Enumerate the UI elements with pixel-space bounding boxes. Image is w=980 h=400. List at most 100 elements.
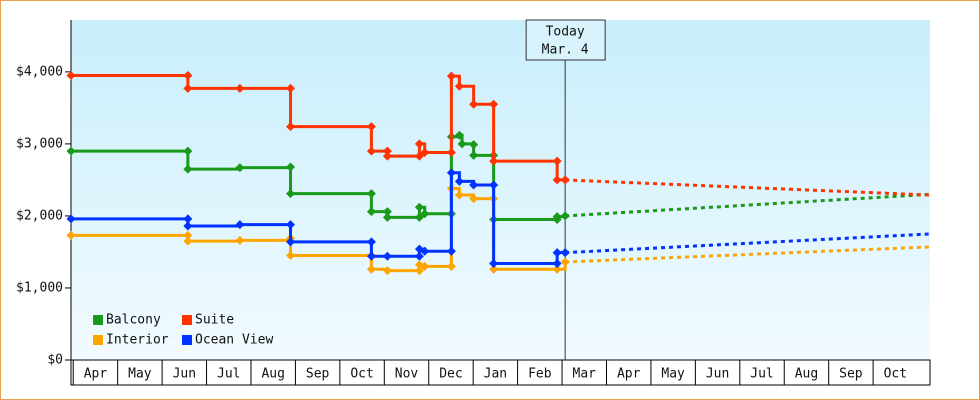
x-tick-label: Aug [261, 367, 284, 382]
point [420, 209, 430, 219]
forecast-line [565, 192, 931, 218]
point [66, 230, 76, 240]
point [446, 148, 456, 158]
x-axis-band [70, 359, 931, 386]
point [552, 175, 562, 185]
legend-swatch [93, 315, 103, 325]
point [382, 251, 392, 261]
point [66, 146, 76, 156]
point [454, 190, 464, 200]
x-tick-label: Apr [617, 367, 641, 382]
point [183, 146, 193, 156]
point [286, 189, 296, 199]
point [414, 202, 424, 212]
point [66, 70, 76, 80]
point [366, 207, 376, 217]
point [382, 146, 392, 156]
x-tick-label: Sep [839, 367, 863, 382]
point [420, 261, 430, 271]
point [366, 146, 376, 156]
plot-area [71, 20, 930, 360]
point [560, 248, 570, 258]
point [286, 237, 296, 247]
point [446, 246, 456, 256]
point [286, 83, 296, 93]
today-label: Today [546, 25, 585, 40]
y-tick-label: $4,000 [16, 64, 63, 79]
point [469, 99, 479, 109]
x-tick-label: Feb [528, 367, 552, 382]
point [235, 235, 245, 245]
legend-label: Balcony [106, 313, 161, 328]
point [457, 139, 467, 149]
x-tick-label: Dec [439, 367, 462, 382]
point [446, 71, 456, 81]
point [446, 261, 456, 271]
x-tick-label: May [128, 367, 152, 382]
point [286, 251, 296, 261]
point [183, 83, 193, 93]
point [560, 257, 570, 267]
x-tick-label: Jun [706, 367, 729, 382]
point [560, 175, 570, 185]
point [235, 220, 245, 230]
legend-label: Suite [195, 313, 234, 328]
forecast-line [565, 232, 931, 255]
point [382, 151, 392, 161]
x-tick-label: Jul [217, 367, 240, 382]
point [489, 156, 499, 166]
point [552, 258, 562, 268]
point [366, 237, 376, 247]
forecast-line [565, 178, 931, 197]
point [552, 264, 562, 274]
x-tick-label: Oct [884, 367, 907, 382]
point [66, 214, 76, 224]
point [183, 214, 193, 224]
x-tick-label: Oct [350, 367, 373, 382]
point [420, 246, 430, 256]
point [560, 211, 570, 221]
x-tick-label: Jan [484, 367, 507, 382]
y-tick-label: $3,000 [16, 136, 63, 151]
legend-swatch [182, 335, 192, 345]
point [446, 168, 456, 178]
legend-label: Interior [106, 333, 169, 348]
point [183, 236, 193, 246]
point [235, 163, 245, 173]
forecast-line [565, 245, 931, 264]
x-tick-label: Nov [395, 367, 419, 382]
point [414, 266, 424, 276]
point [552, 248, 562, 258]
point [382, 207, 392, 217]
point [382, 266, 392, 276]
legend-swatch [182, 315, 192, 325]
y-tick-label: $1,000 [16, 280, 63, 295]
point [366, 251, 376, 261]
point [286, 122, 296, 132]
point [469, 150, 479, 160]
x-tick-label: May [661, 367, 685, 382]
point [366, 189, 376, 199]
x-tick-label: Jun [173, 367, 196, 382]
point [420, 148, 430, 158]
point [469, 180, 479, 190]
point [366, 122, 376, 132]
point [469, 140, 479, 150]
point [552, 156, 562, 166]
point [366, 264, 376, 274]
point [489, 258, 499, 268]
point [454, 81, 464, 91]
y-tick-label: $0 [47, 353, 63, 368]
point [183, 221, 193, 231]
point [552, 212, 562, 222]
point [286, 220, 296, 230]
point [183, 70, 193, 80]
point [489, 180, 499, 190]
point [183, 164, 193, 174]
legend-label: Ocean View [195, 333, 273, 348]
point [489, 99, 499, 109]
point [454, 130, 464, 140]
point [414, 251, 424, 261]
today-box [525, 19, 606, 61]
